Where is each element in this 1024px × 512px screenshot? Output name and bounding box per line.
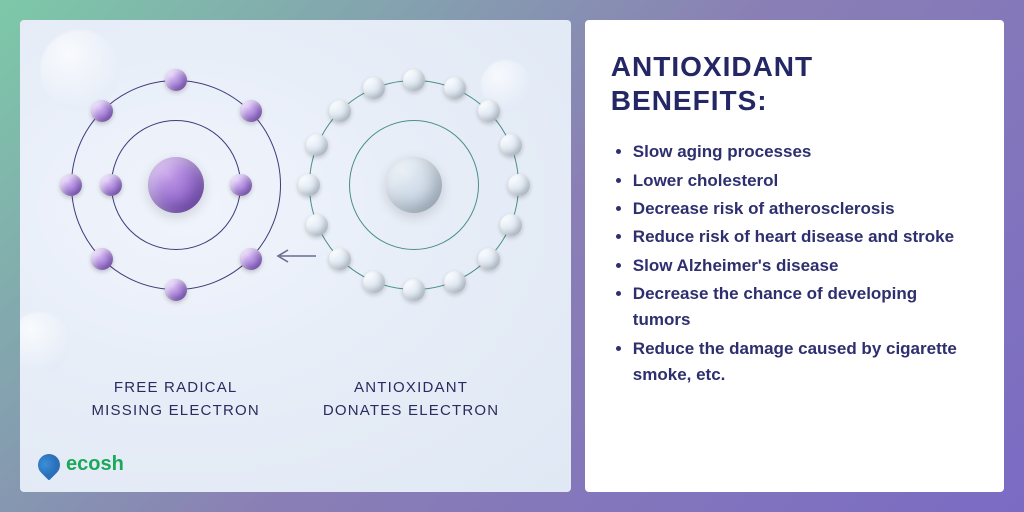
- atom-label: ANTIOXIDANT DONATES ELECTRON: [323, 377, 499, 422]
- diagram-panel: FREE RADICAL MISSING ELECTRON ANTIOXIDANT…: [20, 20, 571, 492]
- electron: [444, 77, 466, 99]
- benefit-item: Decrease risk of atherosclerosis: [633, 196, 978, 222]
- benefits-list: Slow aging processesLower cholesterolDec…: [611, 139, 978, 388]
- electron: [500, 214, 522, 236]
- electron: [240, 100, 262, 122]
- electron: [363, 271, 385, 293]
- electron: [478, 248, 500, 270]
- electron: [91, 248, 113, 270]
- electron: [329, 100, 351, 122]
- electron: [240, 248, 262, 270]
- electron: [363, 77, 385, 99]
- atom-label: FREE RADICAL MISSING ELECTRON: [91, 377, 259, 422]
- benefit-item: Slow Alzheimer's disease: [633, 253, 978, 279]
- benefit-item: Lower cholesterol: [633, 168, 978, 194]
- nucleus: [386, 157, 442, 213]
- electron: [444, 271, 466, 293]
- electron: [91, 100, 113, 122]
- electron: [60, 174, 82, 196]
- atom-antioxidant: [299, 70, 529, 300]
- brand-logo: ecosh: [38, 453, 124, 476]
- electron: [478, 100, 500, 122]
- benefit-item: Reduce the damage caused by cigarette sm…: [633, 336, 978, 389]
- benefit-item: Slow aging processes: [633, 139, 978, 165]
- benefit-item: Decrease the chance of developing tumors: [633, 281, 978, 334]
- electron: [165, 279, 187, 301]
- atom-free-radical: [61, 70, 291, 300]
- benefit-item: Reduce risk of heart disease and stroke: [633, 224, 978, 250]
- electron: [306, 134, 328, 156]
- electron: [403, 69, 425, 91]
- benefits-panel: ANTIOXIDANT BENEFITS: Slow aging process…: [585, 20, 1004, 492]
- atom-labels: FREE RADICAL MISSING ELECTRON ANTIOXIDANT…: [20, 377, 571, 422]
- electron: [298, 174, 320, 196]
- nucleus: [148, 157, 204, 213]
- electron: [500, 134, 522, 156]
- donation-arrow-icon: [272, 246, 318, 266]
- electron: [165, 69, 187, 91]
- electron: [508, 174, 530, 196]
- logo-text: ecosh: [66, 453, 124, 476]
- electron: [329, 248, 351, 270]
- logo-drop-icon: [33, 449, 64, 480]
- electron: [403, 279, 425, 301]
- electron: [306, 214, 328, 236]
- benefits-title: ANTIOXIDANT BENEFITS:: [611, 50, 978, 117]
